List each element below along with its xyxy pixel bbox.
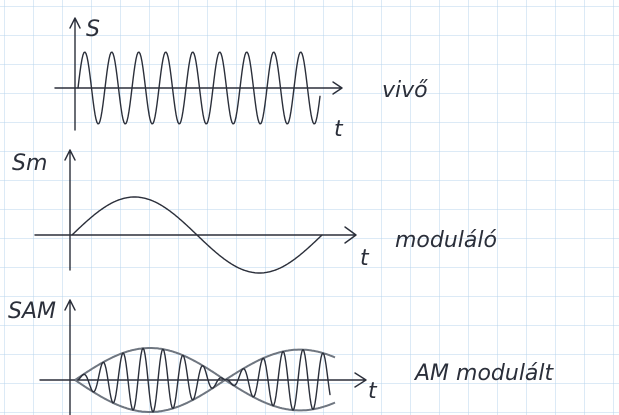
axis-label: SAM xyxy=(8,299,56,324)
caption: AM modulált xyxy=(413,361,555,386)
time-label: t xyxy=(360,246,370,271)
caption: vivő xyxy=(382,78,428,103)
axis-label: Sm xyxy=(12,151,47,176)
time-label: t xyxy=(334,117,344,142)
time-label: t xyxy=(368,379,378,404)
axis-label: S xyxy=(86,17,100,42)
grid-paper xyxy=(0,0,619,415)
sketch: S t vivő Sm t moduláló SAM t AM modulált xyxy=(0,0,619,415)
caption: moduláló xyxy=(395,228,497,253)
